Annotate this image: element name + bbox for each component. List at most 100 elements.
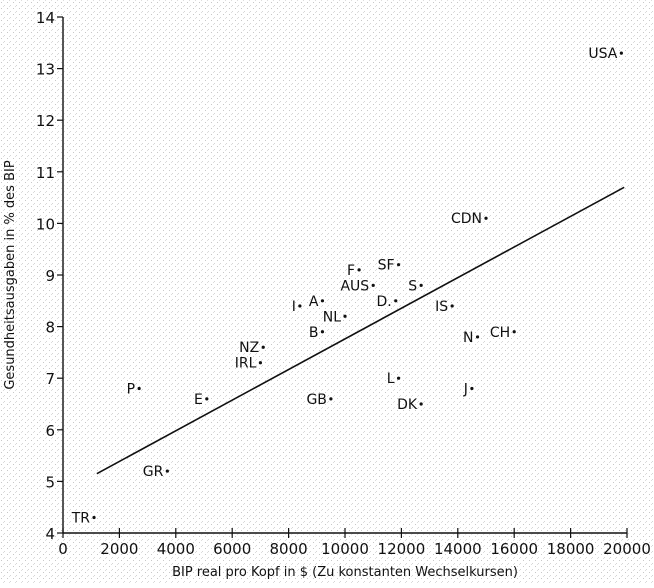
point-label: GB (306, 392, 326, 408)
point-label: E (194, 392, 203, 408)
point-label: NZ (239, 340, 259, 356)
data-point: GB (306, 392, 333, 408)
point-label: USA (588, 46, 617, 62)
point-label: CH (490, 325, 510, 341)
point-label: CDN (451, 211, 482, 227)
point-label: P (127, 382, 135, 398)
point-label: D. (377, 294, 392, 310)
y-tick-label: 7 (45, 370, 55, 388)
y-tick-label: 13 (36, 61, 55, 79)
point-marker (320, 299, 325, 303)
point-marker (512, 330, 516, 334)
data-point: E (194, 392, 209, 408)
point-marker (419, 402, 423, 406)
data-point: B (309, 325, 325, 341)
y-tick-label: 8 (45, 319, 55, 337)
trendline-group (96, 186, 625, 475)
data-point: CDN (451, 211, 488, 227)
x-tick-label: 14000 (434, 540, 482, 558)
data-point: CH (490, 325, 516, 341)
point-marker (205, 397, 209, 401)
y-tick-label: 4 (45, 525, 55, 543)
data-point: F (347, 263, 361, 279)
data-point: NZ (239, 340, 265, 356)
y-tick-label: 9 (45, 267, 55, 285)
point-label: GR (143, 464, 164, 480)
point-label: N (463, 330, 473, 346)
data-point: TR (71, 511, 96, 527)
data-point: IS (435, 299, 454, 315)
y-tick-label: 11 (36, 164, 55, 182)
point-marker (320, 330, 325, 334)
point-marker (298, 304, 302, 308)
data-point: I (292, 299, 302, 315)
point-marker (137, 386, 141, 391)
point-label: TR (71, 511, 91, 527)
data-point: P (127, 382, 141, 398)
point-label: DK (397, 397, 418, 413)
x-tick-label: 18000 (547, 540, 595, 558)
point-label: AUS (340, 278, 369, 294)
data-point: GR (143, 464, 169, 480)
point-label: IRL (235, 356, 257, 372)
point-marker (450, 304, 454, 308)
data-point: DK (397, 397, 423, 413)
y-tick-label: 6 (45, 422, 55, 440)
y-tick-label: 5 (45, 473, 55, 491)
x-tick-label: 8000 (270, 540, 308, 558)
point-marker (396, 376, 401, 380)
point-label: J (463, 382, 468, 398)
point-marker (165, 469, 169, 473)
y-tick-label: 12 (36, 112, 55, 130)
data-point: D. (377, 294, 398, 310)
data-point: A (309, 294, 325, 310)
y-tick-label: 14 (36, 9, 55, 27)
y-axis-title: Gesundheitsausgaben in % des BIP (3, 160, 18, 389)
point-marker (258, 361, 262, 365)
point-marker (343, 314, 347, 318)
point-marker (357, 268, 361, 272)
data-point: L (387, 371, 401, 387)
x-tick-label: 10000 (321, 540, 369, 558)
point-marker (484, 216, 488, 220)
point-marker (396, 263, 401, 267)
x-tick-label: 12000 (378, 540, 426, 558)
x-tick-label: 2000 (100, 540, 138, 558)
regression-line (96, 186, 625, 475)
x-tick-label: 6000 (213, 540, 251, 558)
point-label: A (309, 294, 319, 310)
point-marker (92, 515, 96, 520)
y-tick-label: 10 (36, 215, 55, 233)
point-label: S (408, 278, 417, 294)
point-label: I (292, 299, 296, 315)
point-marker (419, 283, 423, 287)
data-point: SF (378, 258, 401, 274)
point-label: F (347, 263, 355, 279)
point-marker (475, 335, 480, 339)
data-point: AUS (340, 278, 375, 294)
point-marker (371, 283, 375, 287)
point-label: L (387, 371, 395, 387)
x-tick-label: 20000 (603, 540, 651, 558)
data-point: S (408, 278, 423, 294)
data-point: USA (588, 46, 623, 62)
point-label: B (309, 325, 319, 341)
data-point: N (463, 330, 480, 346)
x-tick-label: 0 (58, 540, 68, 558)
x-tick-label: 4000 (157, 540, 195, 558)
point-label: IS (435, 299, 448, 315)
data-point: J (463, 382, 474, 398)
point-marker (394, 299, 398, 303)
point-marker (470, 386, 474, 391)
x-axis-title: BIP real pro Kopf in $ (Zu konstanten We… (172, 565, 518, 580)
point-marker (329, 397, 333, 401)
point-label: NL (323, 309, 341, 325)
x-tick-label: 16000 (490, 540, 538, 558)
data-point: IRL (235, 356, 262, 372)
point-label: SF (378, 258, 395, 274)
data-point: NL (323, 309, 347, 325)
